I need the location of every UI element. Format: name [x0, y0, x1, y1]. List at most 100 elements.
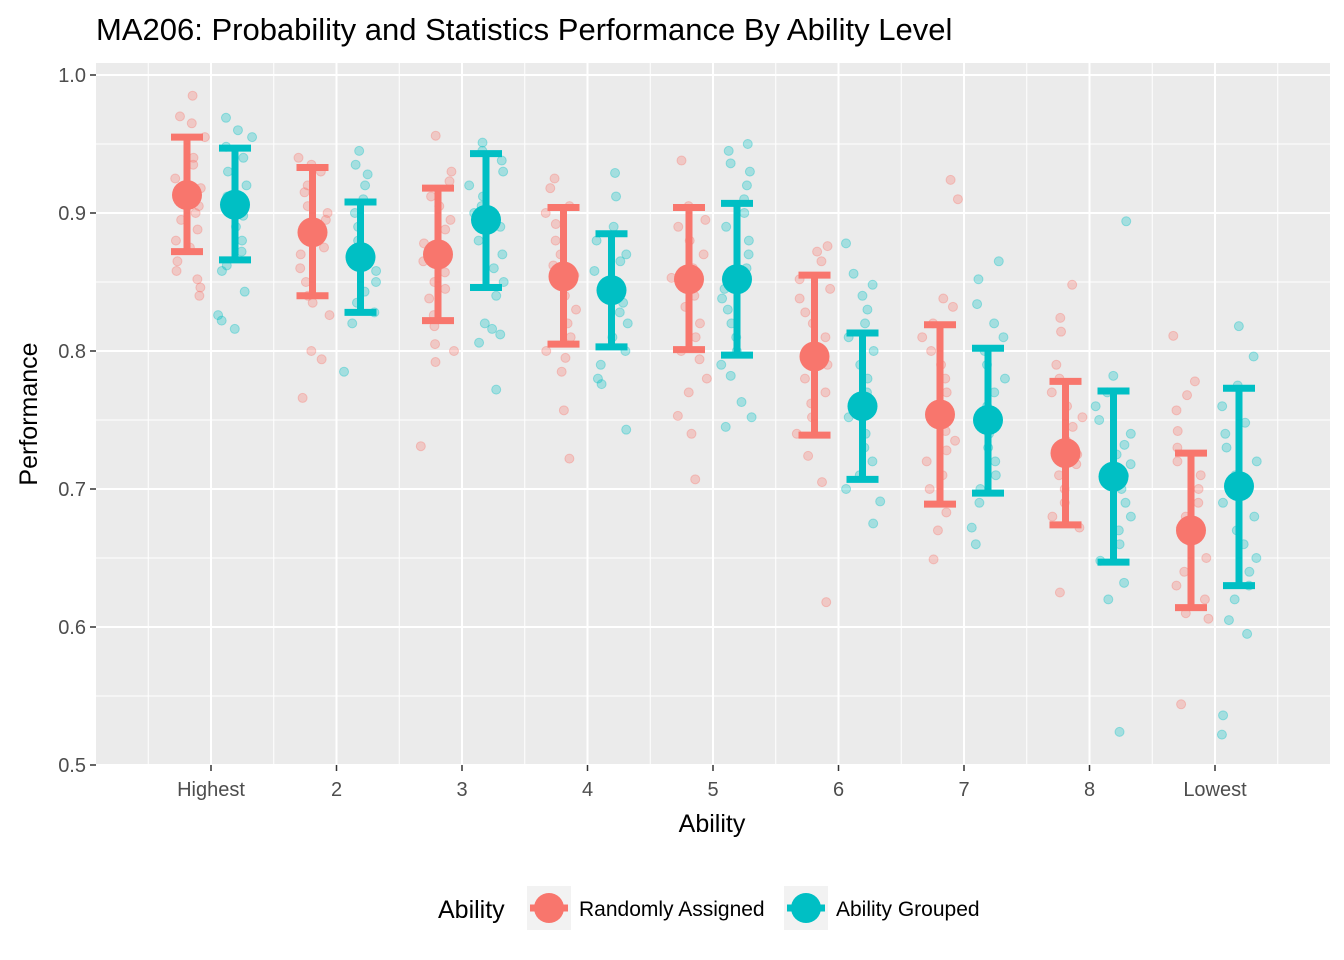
- data-point-ability-grouped: [862, 304, 873, 315]
- data-point-ability-grouped: [1094, 415, 1105, 425]
- data-point-ability-grouped: [216, 265, 227, 276]
- data-point-ability-grouped: [742, 139, 753, 149]
- data-point-randomly-assigned: [322, 208, 333, 218]
- data-point-randomly-assigned: [1056, 326, 1067, 337]
- data-point-ability-grouped: [857, 290, 868, 301]
- data-point-randomly-assigned: [941, 387, 952, 398]
- data-point-randomly-assigned: [194, 290, 205, 301]
- data-point-randomly-assigned: [430, 339, 441, 350]
- x-axis-ticks: Highest 2 3 4 5 6 7 8 Lowest: [177, 765, 1247, 801]
- data-point-randomly-assigned: [171, 265, 182, 276]
- data-point-ability-grouped: [350, 159, 361, 170]
- legend-label-randomly-assigned: Randomly Assigned: [579, 898, 765, 921]
- data-point-ability-grouped: [371, 265, 382, 276]
- data-point-randomly-assigned: [690, 332, 701, 343]
- data-point-randomly-assigned: [1176, 699, 1187, 710]
- data-point-randomly-assigned: [295, 263, 306, 274]
- mean-point-randomly-assigned: [674, 264, 704, 295]
- data-point-randomly-assigned: [1189, 376, 1200, 387]
- data-point-ability-grouped: [1120, 497, 1131, 508]
- data-point-randomly-assigned: [799, 373, 810, 384]
- data-point-ability-grouped: [743, 249, 754, 260]
- data-point-ability-grouped: [1125, 428, 1136, 439]
- data-point-ability-grouped: [1248, 351, 1259, 362]
- data-point-randomly-assigned: [821, 597, 832, 608]
- data-point-randomly-assigned: [700, 214, 711, 225]
- x-tick-label: 3: [456, 779, 467, 801]
- data-point-ability-grouped: [498, 166, 509, 177]
- data-point-ability-grouped: [491, 290, 502, 301]
- data-point-randomly-assigned: [701, 373, 712, 384]
- data-point-ability-grouped: [1119, 577, 1130, 588]
- data-point-ability-grouped: [614, 307, 625, 318]
- data-point-ability-grouped: [611, 191, 622, 202]
- x-tick-label: 4: [582, 779, 593, 801]
- data-point-ability-grouped: [1218, 710, 1229, 721]
- data-point-ability-grouped: [717, 293, 728, 304]
- data-point-randomly-assigned: [186, 118, 197, 129]
- data-point-ability-grouped: [220, 112, 231, 123]
- data-point-ability-grouped: [739, 208, 750, 218]
- data-point-ability-grouped: [1119, 439, 1130, 450]
- data-point-randomly-assigned: [306, 346, 317, 356]
- data-point-ability-grouped: [720, 421, 731, 432]
- mean-point-ability-grouped: [722, 264, 752, 295]
- data-point-randomly-assigned: [190, 208, 201, 218]
- data-point-ability-grouped: [488, 263, 499, 274]
- data-point-ability-grouped: [1229, 594, 1240, 605]
- data-point-ability-grouped: [371, 277, 382, 287]
- mean-point-ability-grouped: [596, 275, 627, 306]
- data-point-ability-grouped: [860, 318, 871, 329]
- data-point-randomly-assigned: [820, 387, 831, 398]
- data-point-randomly-assigned: [928, 554, 939, 565]
- data-point-randomly-assigned: [316, 354, 327, 365]
- data-point-randomly-assigned: [1077, 412, 1088, 423]
- x-tick-label: Lowest: [1183, 779, 1247, 801]
- data-point-randomly-assigned: [297, 392, 308, 403]
- data-point-ability-grouped: [725, 370, 736, 381]
- data-point-ability-grouped: [1220, 428, 1231, 439]
- data-point-ability-grouped: [744, 166, 755, 177]
- mean-points: [172, 180, 1254, 546]
- legend-label-ability-grouped: Ability Grouped: [836, 898, 980, 921]
- data-point-ability-grouped: [347, 318, 358, 329]
- data-point-randomly-assigned: [439, 267, 450, 278]
- data-point-ability-grouped: [868, 346, 879, 356]
- data-point-randomly-assigned: [672, 410, 683, 421]
- data-point-ability-grouped: [736, 397, 747, 408]
- data-point-ability-grouped: [868, 518, 879, 529]
- data-point-ability-grouped: [989, 318, 1000, 329]
- data-point-randomly-assigned: [448, 346, 459, 356]
- data-point-ability-grouped: [595, 359, 606, 370]
- data-point-randomly-assigned: [952, 194, 963, 205]
- data-point-ability-grouped: [972, 299, 983, 310]
- data-point-ability-grouped: [1125, 459, 1136, 470]
- data-point-randomly-assigned: [1046, 387, 1057, 398]
- data-point-randomly-assigned: [174, 111, 185, 122]
- data-point-ability-grouped: [615, 256, 626, 267]
- data-point-ability-grouped: [589, 265, 600, 276]
- data-point-randomly-assigned: [424, 293, 435, 304]
- mean-point-ability-grouped: [1224, 471, 1254, 502]
- data-point-randomly-assigned: [1199, 594, 1210, 605]
- legend-title: Ability: [438, 896, 505, 924]
- data-point-ability-grouped: [1216, 729, 1227, 740]
- data-point-ability-grouped: [464, 180, 475, 191]
- data-point-randomly-assigned: [545, 183, 556, 194]
- data-point-randomly-assigned: [564, 453, 575, 464]
- x-axis-title: Ability: [679, 810, 746, 838]
- data-point-randomly-assigned: [556, 366, 567, 377]
- data-point-randomly-assigned: [800, 307, 811, 318]
- data-point-ability-grouped: [495, 329, 506, 340]
- data-point-randomly-assigned: [1182, 390, 1193, 401]
- data-point-ability-grouped: [238, 152, 249, 163]
- data-point-ability-grouped: [1242, 628, 1253, 639]
- data-point-ability-grouped: [592, 373, 603, 384]
- data-point-ability-grouped: [1125, 511, 1136, 522]
- data-point-randomly-assigned: [945, 174, 956, 185]
- data-point-ability-grouped: [622, 318, 633, 329]
- data-point-randomly-assigned: [1171, 405, 1182, 416]
- data-point-ability-grouped: [841, 484, 852, 494]
- mean-point-randomly-assigned: [172, 180, 202, 211]
- data-point-randomly-assigned: [694, 318, 705, 329]
